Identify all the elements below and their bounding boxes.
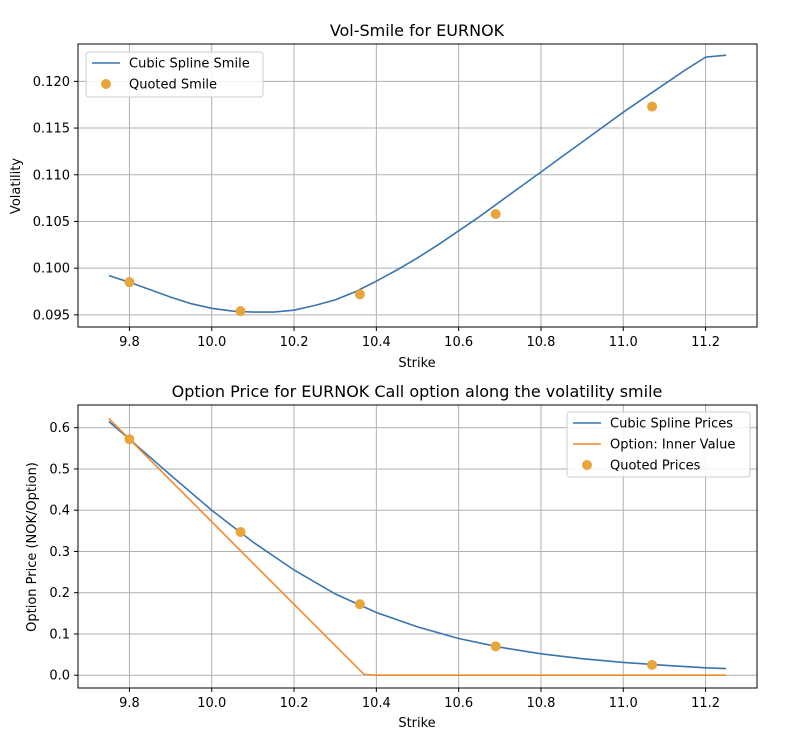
legend-box [566, 411, 751, 478]
data-point [235, 527, 246, 538]
legend-entry: Quoted Prices [582, 459, 701, 474]
y-tick-label: 0.3 [49, 545, 70, 560]
x-tick-label: 10.6 [444, 696, 473, 711]
data-point [354, 599, 365, 610]
y-axis-label: Option Price (NOK/Option) [25, 462, 40, 632]
data-point [354, 289, 365, 300]
legend-label: Quoted Prices [610, 459, 701, 474]
data-point [124, 434, 135, 445]
x-tick-label: 10.2 [280, 696, 309, 711]
x-tick-label: 11.0 [609, 335, 638, 350]
option-price-chart: Option Price for EURNOK Call option alon… [25, 382, 758, 731]
y-tick-label: 0.6 [49, 421, 70, 436]
legend: Cubic Spline Prices Option: Inner Value Qu… [566, 411, 751, 478]
x-tick-label: 9.8 [119, 335, 140, 350]
legend: Cubic Spline Smile Quoted Smile [85, 51, 264, 98]
x-tick-label: 10.4 [362, 696, 391, 711]
x-tick-label: 10.4 [362, 335, 391, 350]
x-tick-label: 10.6 [444, 335, 473, 350]
y-tick-label: 0.1 [49, 627, 70, 642]
data-point [235, 306, 246, 317]
y-tick-label: 0.4 [49, 504, 70, 519]
series-line [108, 420, 727, 670]
legend-box [85, 51, 264, 98]
vol-smile-chart: Vol-Smile for EURNOK 9.8 10.0 10.2 10.4 10.6… [9, 21, 758, 371]
x-axis-label: Strike [398, 356, 435, 371]
legend-label: Cubic Spline Prices [610, 417, 733, 432]
x-tick-label: 11.2 [691, 335, 720, 350]
x-tick-label: 10.0 [197, 696, 226, 711]
y-tick-label: 0.2 [49, 586, 70, 601]
legend-entry: Option: Inner Value [573, 438, 735, 453]
x-tick-label: 10.2 [280, 335, 309, 350]
x-tick-label: 9.8 [119, 696, 140, 711]
legend-label: Cubic Spline Smile [129, 57, 250, 72]
data-point [490, 641, 501, 652]
chart-title: Option Price for EURNOK Call option alon… [172, 382, 663, 401]
chart-title: Vol-Smile for EURNOK [330, 21, 505, 40]
series-line [108, 418, 727, 677]
data-point [647, 101, 658, 112]
x-axis-label: Strike [398, 716, 435, 731]
legend-marker-swatch [101, 79, 111, 89]
legend-entry: Cubic Spline Prices [573, 417, 733, 432]
legend-entry: Cubic Spline Smile [92, 57, 250, 72]
legend-marker-swatch [582, 460, 592, 470]
series-line [108, 54, 727, 313]
x-tick-label: 11.0 [609, 696, 638, 711]
y-tick-label: 0.110 [33, 168, 70, 183]
x-tick-label: 10.8 [526, 696, 555, 711]
y-tick-label: 0.115 [33, 122, 70, 137]
y-axis-label: Volatility [9, 158, 24, 214]
y-tick-label: 0.105 [33, 215, 70, 230]
y-tick-label: 0.095 [33, 308, 70, 323]
x-tick-label: 10.0 [197, 335, 226, 350]
x-tick-label: 11.2 [691, 696, 720, 711]
data-point [647, 659, 658, 670]
y-tick-label: 0.0 [49, 669, 70, 684]
legend-label: Option: Inner Value [610, 438, 735, 453]
x-tick-label: 10.8 [526, 335, 555, 350]
y-tick-label: 0.120 [33, 75, 70, 90]
legend-label: Quoted Smile [129, 78, 217, 93]
legend-entry: Quoted Smile [101, 78, 217, 93]
data-point [124, 277, 135, 288]
data-point [490, 208, 501, 219]
y-tick-label: 0.5 [49, 462, 70, 477]
y-tick-label: 0.100 [33, 262, 70, 277]
